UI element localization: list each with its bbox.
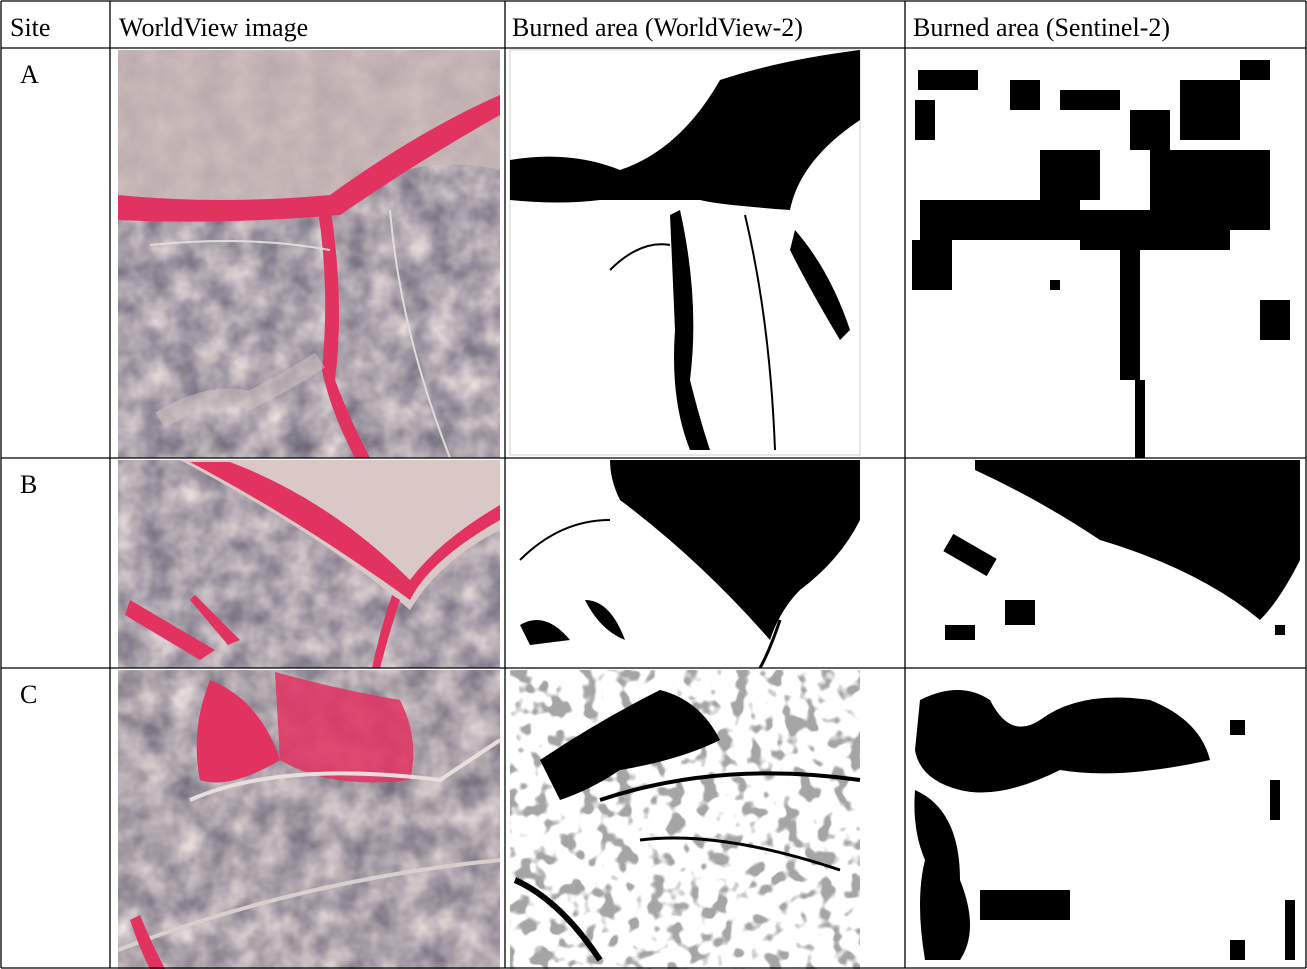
header-cell: Burned area (Sentinel-2): [913, 13, 1170, 42]
worldview-image-b: [118, 460, 500, 668]
burned-area-s2-b: [910, 460, 1300, 668]
burned-area-s2-c: [910, 670, 1300, 969]
site-label: B: [20, 470, 37, 499]
burned-area-wv2-c: [510, 670, 861, 969]
site-label: A: [20, 60, 39, 89]
header-cell: WorldView image: [119, 13, 308, 42]
worldview-image-c: [117, 670, 502, 969]
burned-area-wv2-b: [510, 460, 860, 669]
worldview-image-a: [118, 50, 500, 459]
header-cell: Burned area (WorldView-2): [512, 13, 803, 42]
header-cell: Site: [10, 13, 50, 42]
burned-area-wv2-a: [509, 49, 861, 456]
site-label: C: [20, 680, 37, 709]
burned-area-s2-a: [910, 50, 1300, 458]
